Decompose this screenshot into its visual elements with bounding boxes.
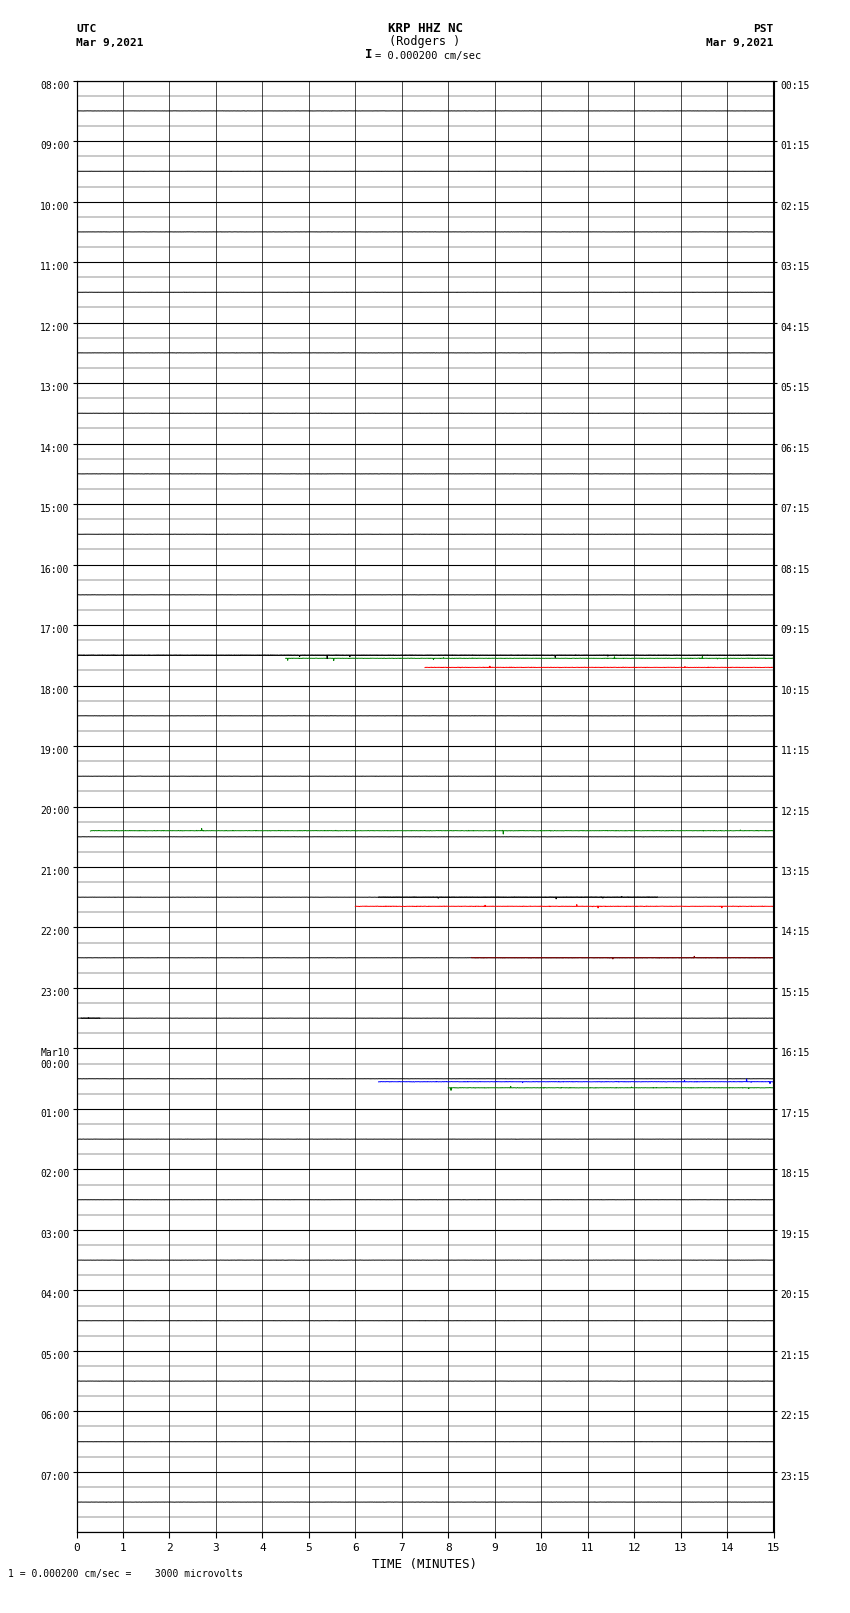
Text: = 0.000200 cm/sec: = 0.000200 cm/sec bbox=[375, 52, 481, 61]
Text: UTC: UTC bbox=[76, 24, 97, 34]
Text: KRP HHZ NC: KRP HHZ NC bbox=[388, 21, 462, 35]
X-axis label: TIME (MINUTES): TIME (MINUTES) bbox=[372, 1558, 478, 1571]
Text: Mar 9,2021: Mar 9,2021 bbox=[706, 37, 774, 47]
Text: I: I bbox=[366, 48, 373, 61]
Text: PST: PST bbox=[753, 24, 774, 34]
Text: Mar 9,2021: Mar 9,2021 bbox=[76, 37, 144, 47]
Text: 1 = 0.000200 cm/sec =    3000 microvolts: 1 = 0.000200 cm/sec = 3000 microvolts bbox=[8, 1569, 243, 1579]
Text: (Rodgers ): (Rodgers ) bbox=[389, 35, 461, 48]
